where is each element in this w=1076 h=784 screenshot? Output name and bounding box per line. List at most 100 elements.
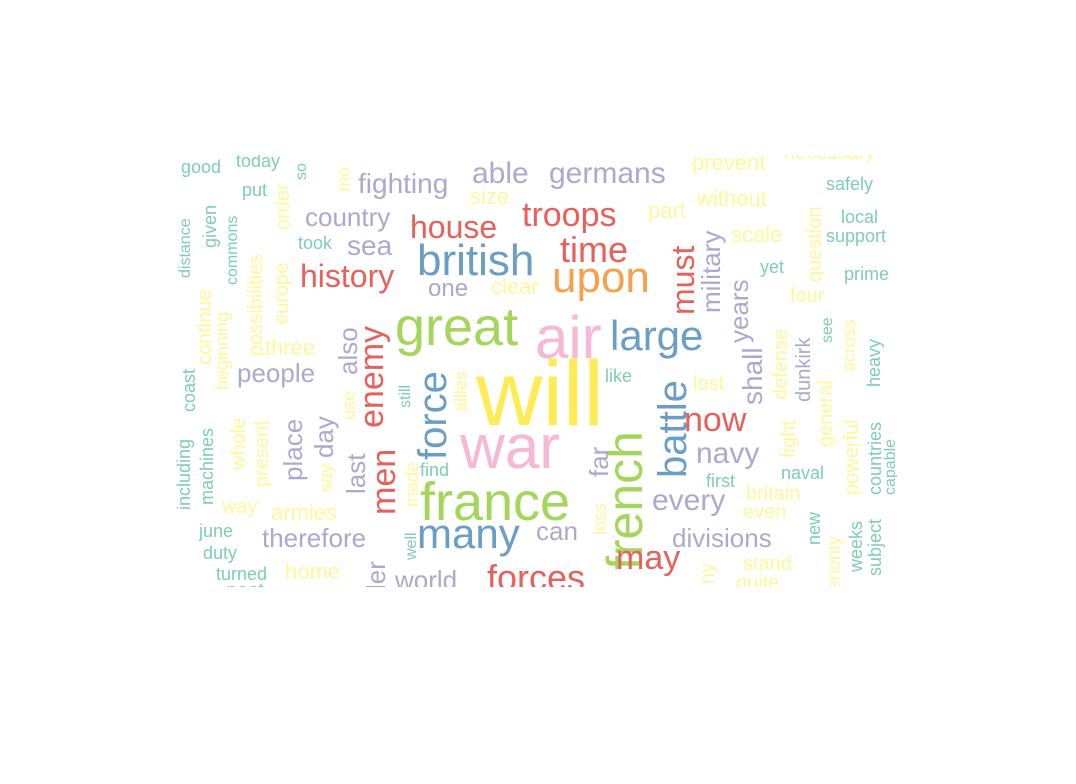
word-country: country bbox=[305, 202, 390, 232]
word-naval: naval bbox=[781, 463, 824, 483]
word-whole: whole bbox=[228, 418, 250, 471]
word-forces: forces bbox=[487, 557, 585, 598]
word-say: say bbox=[316, 464, 336, 492]
word-countries: countries bbox=[865, 422, 885, 495]
word-will: will bbox=[475, 343, 604, 445]
word-stand: stand bbox=[743, 553, 792, 575]
word-one: one bbox=[428, 275, 468, 302]
word-way: way bbox=[221, 496, 258, 518]
word-germans: germans bbox=[549, 157, 666, 190]
word-far: far bbox=[584, 446, 614, 477]
word-europe: europe bbox=[271, 263, 293, 325]
word-eriority: eriority bbox=[824, 536, 844, 590]
word-including: including bbox=[174, 439, 194, 510]
word-distance: distance bbox=[177, 218, 194, 278]
word-general: general bbox=[815, 380, 837, 447]
word-sea: sea bbox=[347, 230, 393, 261]
word-fighting: fighting bbox=[358, 168, 448, 199]
word-scale: scale bbox=[731, 222, 782, 247]
word-prime: prime bbox=[844, 264, 889, 284]
word-june: june bbox=[198, 521, 233, 541]
word-well: well bbox=[403, 532, 420, 561]
word-present: present bbox=[251, 420, 273, 487]
word-across: across bbox=[839, 319, 859, 372]
word-still: still bbox=[397, 385, 414, 408]
word-shall: shall bbox=[737, 347, 768, 405]
word-took: took bbox=[298, 233, 333, 253]
word-men: men bbox=[365, 449, 403, 515]
word-new: new bbox=[804, 511, 824, 545]
word-also: also bbox=[333, 327, 363, 375]
word-safely: safely bbox=[826, 174, 873, 194]
word-support: support bbox=[826, 226, 886, 246]
word-world: world bbox=[394, 565, 457, 595]
word-ler: ler bbox=[361, 561, 391, 590]
word-size: size bbox=[470, 184, 509, 209]
word-yet: yet bbox=[760, 257, 784, 277]
word-part: part bbox=[648, 198, 686, 223]
word-able: able bbox=[472, 157, 529, 190]
word-now: now bbox=[684, 401, 747, 439]
word-without: without bbox=[696, 186, 767, 211]
word-house: house bbox=[410, 209, 497, 245]
word-so: so bbox=[293, 163, 310, 180]
word-put: put bbox=[242, 180, 267, 200]
word-war: war bbox=[459, 413, 560, 482]
word-beginning: beginning bbox=[212, 312, 232, 390]
word-french: french bbox=[597, 431, 653, 570]
word-air: air bbox=[535, 304, 602, 371]
word-therefore: therefore bbox=[262, 523, 366, 553]
word-enemy: enemy bbox=[353, 326, 391, 428]
word-necessary: necessary bbox=[784, 142, 875, 164]
word-may: may bbox=[616, 539, 680, 577]
word-fight: fight bbox=[778, 420, 800, 458]
word-can: can bbox=[536, 516, 578, 546]
word-coast: coast bbox=[179, 369, 199, 412]
word-commons: commons bbox=[224, 216, 241, 285]
word-people: people bbox=[237, 358, 315, 388]
word-like: like bbox=[605, 366, 632, 386]
word-large: large bbox=[610, 312, 703, 359]
word-armies: armies bbox=[271, 500, 337, 525]
word-continue: continue bbox=[194, 289, 216, 365]
word-subject: subject bbox=[865, 519, 885, 576]
word-force: force bbox=[411, 371, 455, 460]
word-find: find bbox=[420, 460, 449, 480]
word-day: day bbox=[309, 416, 339, 458]
word-defense: defense bbox=[770, 329, 792, 400]
word-made: made bbox=[402, 462, 422, 507]
word-given: given bbox=[200, 205, 220, 248]
word-loss: loss bbox=[590, 503, 610, 535]
word-france: france bbox=[420, 472, 570, 532]
word-ny: ny bbox=[697, 563, 719, 584]
word-history: history bbox=[300, 258, 394, 294]
word-turned: turned bbox=[216, 564, 267, 584]
word-troops: troops bbox=[522, 196, 617, 234]
word-every: every bbox=[652, 484, 725, 517]
word-possibilities: possibilities bbox=[245, 254, 267, 356]
word-three: three bbox=[265, 335, 315, 360]
word-mo: mo bbox=[334, 167, 354, 192]
word-past: past bbox=[226, 580, 264, 602]
word-machines: machines bbox=[197, 428, 217, 505]
word-today: today bbox=[236, 151, 280, 171]
word-allies: allies bbox=[451, 371, 471, 412]
word-dunkirk: dunkirk bbox=[793, 337, 815, 402]
word-home: home bbox=[285, 559, 340, 584]
word-local: local bbox=[841, 207, 878, 227]
word-quite: quite bbox=[736, 572, 779, 594]
word-upon: upon bbox=[552, 253, 650, 302]
word-duty: duty bbox=[203, 543, 237, 563]
word-question: question bbox=[804, 206, 826, 282]
word-british: british bbox=[417, 236, 534, 285]
word-first: first bbox=[706, 471, 735, 491]
word-even: even bbox=[743, 501, 786, 523]
word-last: last bbox=[341, 453, 371, 494]
word-prevent: prevent bbox=[692, 150, 765, 175]
word-good: good bbox=[181, 157, 221, 177]
word-navy: navy bbox=[696, 437, 759, 470]
word-clear: clear bbox=[491, 274, 539, 299]
word-time: time bbox=[560, 229, 628, 270]
